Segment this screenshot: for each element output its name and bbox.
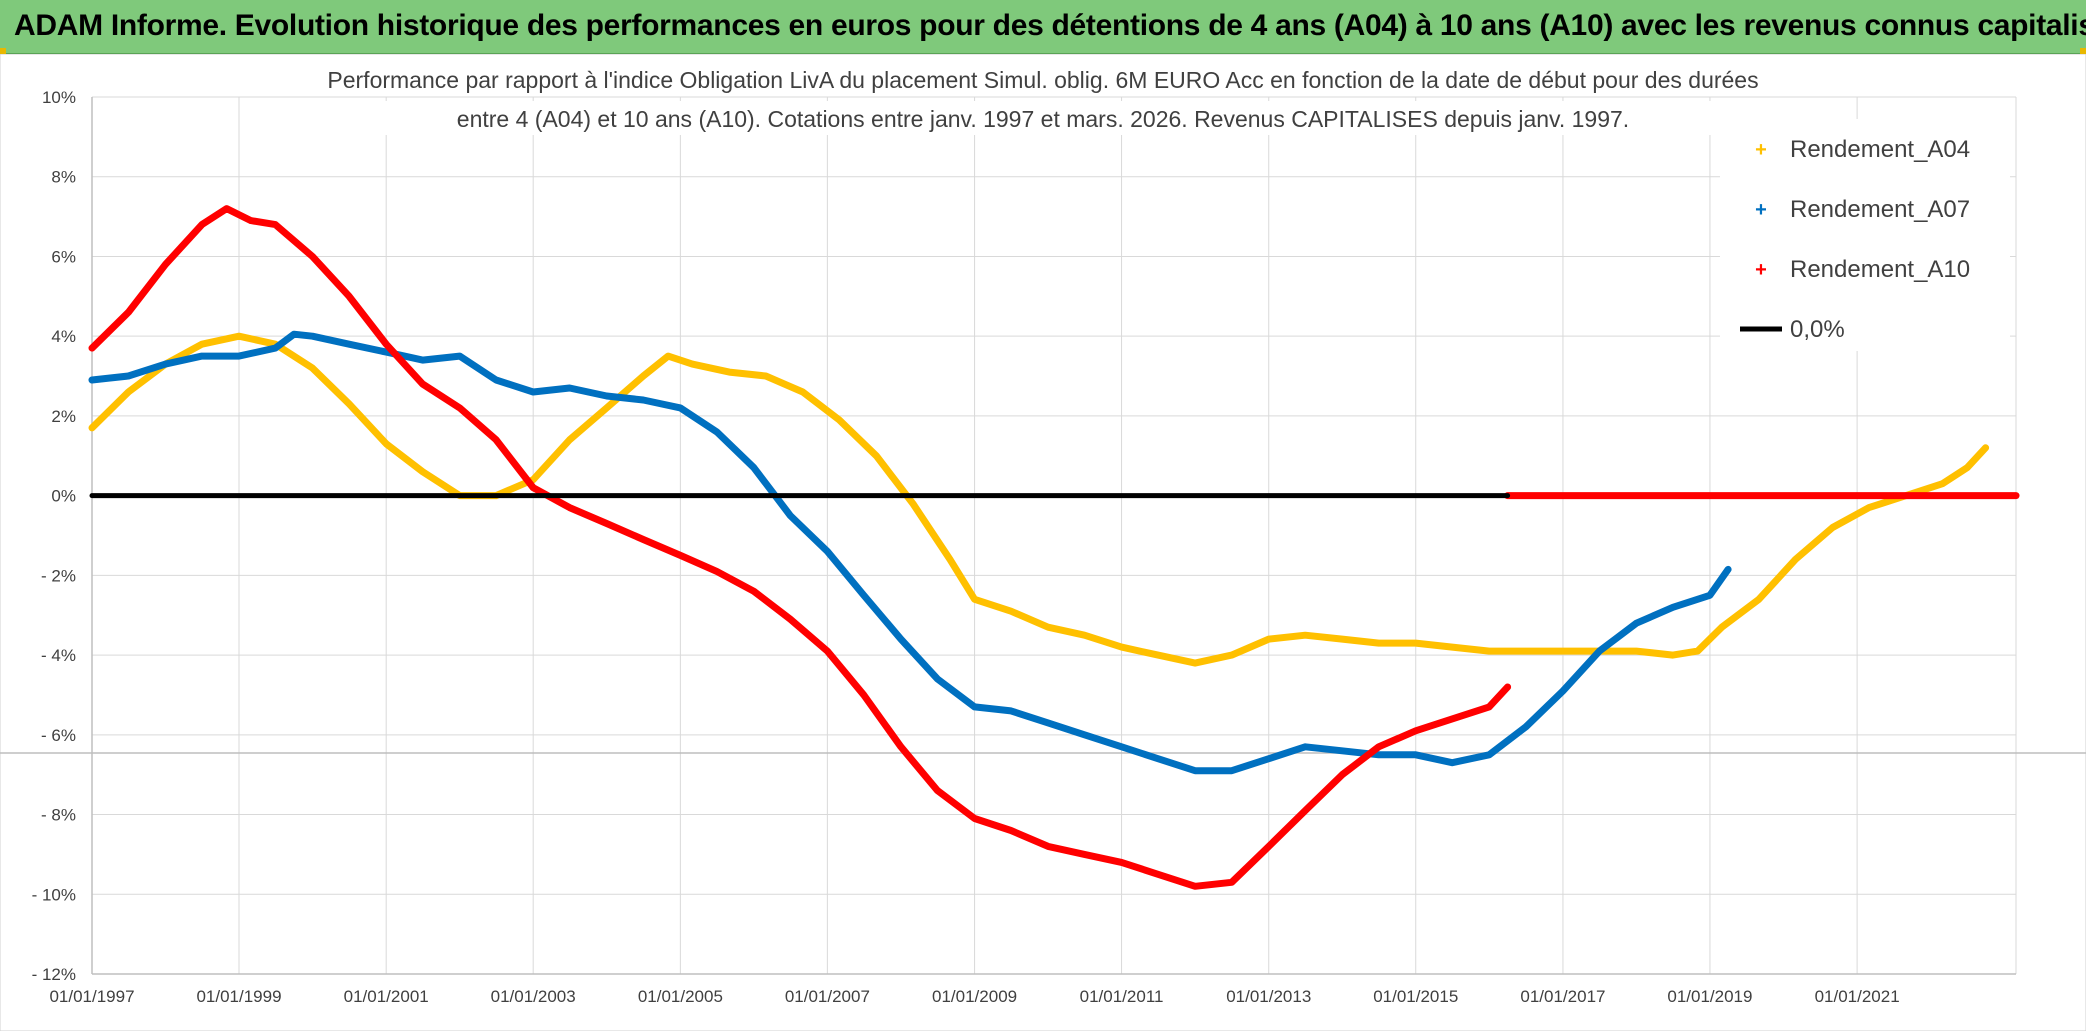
legend-label: Rendement_A07 <box>1790 196 1970 223</box>
legend-plus-marker: + <box>1755 139 1767 161</box>
y-tick-label: 8% <box>51 168 76 187</box>
corner-marker-right <box>2080 48 2086 54</box>
report-title: ADAM Informe. Evolution historique des p… <box>14 9 2086 42</box>
chart-container: 10% 8% 6% 4% 2% 0% - 2% - 4% - 6% - 8% - 10% - 12% 0… <box>0 53 2086 1032</box>
x-tick-label: 01/01/2009 <box>932 987 1017 1006</box>
x-tick-label: 01/01/2011 <box>1080 987 1164 1006</box>
y-tick-label: - 10% <box>32 885 76 904</box>
series-line-rendement-a04 <box>88 332 1990 667</box>
legend-box <box>1720 119 2010 351</box>
x-tick-label: 01/01/2015 <box>1373 987 1458 1006</box>
x-tick-label: 01/01/2007 <box>785 987 870 1006</box>
chart-title-line: Performance par rapport à l'indice Oblig… <box>327 67 1758 93</box>
corner-marker-left <box>0 48 6 54</box>
x-tick-label: 01/01/2021 <box>1815 987 1900 1006</box>
y-tick-label: 4% <box>51 327 76 346</box>
y-tick-label: 0% <box>51 487 76 506</box>
legend-label: Rendement_A10 <box>1790 256 1970 283</box>
legend-label: 0,0% <box>1790 316 1845 343</box>
y-tick-label: - 4% <box>41 646 76 665</box>
x-tick-label: 01/01/1999 <box>196 987 281 1006</box>
legend-label: Rendement_A04 <box>1790 136 1970 163</box>
x-tick-label: 01/01/2013 <box>1226 987 1311 1006</box>
report-banner: ADAM Informe. Evolution historique des p… <box>0 0 2086 54</box>
legend-plus-marker: + <box>1755 199 1767 221</box>
y-tick-label: 10% <box>42 88 76 107</box>
y-tick-label: 2% <box>51 407 76 426</box>
legend-plus-marker: + <box>1755 259 1767 281</box>
performance-chart: 10% 8% 6% 4% 2% 0% - 2% - 4% - 6% - 8% - 10% - 12% 0… <box>0 53 2086 1032</box>
y-tick-label: - 2% <box>41 566 76 585</box>
x-tick-label: 01/01/2005 <box>638 987 723 1006</box>
chart-title-line: entre 4 (A04) et 10 ans (A10). Cotations… <box>457 106 1629 132</box>
x-tick-label: 01/01/2019 <box>1667 987 1752 1006</box>
series-line-rendement-a10 <box>88 205 1512 890</box>
chart-title-bg <box>240 62 1840 96</box>
y-tick-label: - 12% <box>32 965 76 984</box>
y-tick-label: 6% <box>51 247 76 266</box>
chart-title-bg <box>240 101 1840 135</box>
x-tick-label: 01/01/1997 <box>49 987 134 1006</box>
x-tick-label: 01/01/2003 <box>491 987 576 1006</box>
y-tick-label: - 8% <box>41 806 76 825</box>
x-tick-label: 01/01/2017 <box>1520 987 1605 1006</box>
x-tick-label: 01/01/2001 <box>344 987 429 1006</box>
y-tick-label: - 6% <box>41 726 76 745</box>
series-line-rendement-a07 <box>88 330 1732 775</box>
